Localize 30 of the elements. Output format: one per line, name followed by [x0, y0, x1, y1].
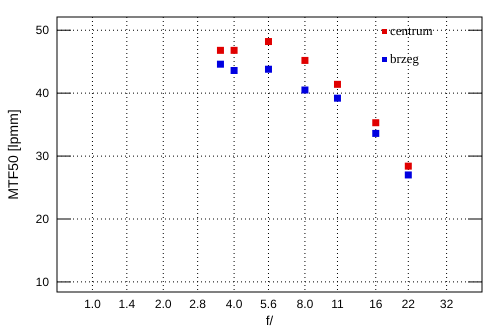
x-tick-label: 1.0 — [84, 297, 102, 311]
legend-label: brzeg — [390, 51, 420, 66]
x-tick-label: 8.0 — [296, 297, 314, 311]
x-tick-label: 5.6 — [260, 297, 278, 311]
x-tick-label: 16 — [369, 297, 383, 311]
x-tick-label: 2.8 — [189, 297, 206, 311]
y-tick-label: 20 — [36, 212, 50, 226]
x-tick-label: 32 — [440, 297, 454, 311]
x-tick-label: 4.0 — [226, 297, 243, 311]
point — [334, 94, 341, 102]
point — [230, 46, 238, 54]
point — [230, 66, 238, 74]
x-tick-label: 11 — [331, 297, 344, 311]
point — [404, 162, 412, 170]
point — [301, 86, 308, 94]
y-axis-title: MTF50 [lpmm] — [5, 109, 21, 200]
point — [264, 38, 272, 46]
point — [404, 171, 412, 178]
y-tick-label: 10 — [36, 274, 50, 289]
point — [264, 66, 272, 73]
legend-label: centrum — [390, 23, 433, 38]
x-tick-label: 2.0 — [154, 297, 172, 311]
y-tick-label: 40 — [36, 86, 50, 100]
x-tick-label: 22 — [402, 297, 416, 311]
y-tick-label: 30 — [36, 149, 50, 164]
y-tick-label: 50 — [36, 23, 50, 38]
point — [301, 56, 308, 64]
x-axis-title: f/ — [266, 313, 274, 328]
point — [334, 80, 341, 88]
x-tick-label: 1.4 — [118, 297, 136, 311]
